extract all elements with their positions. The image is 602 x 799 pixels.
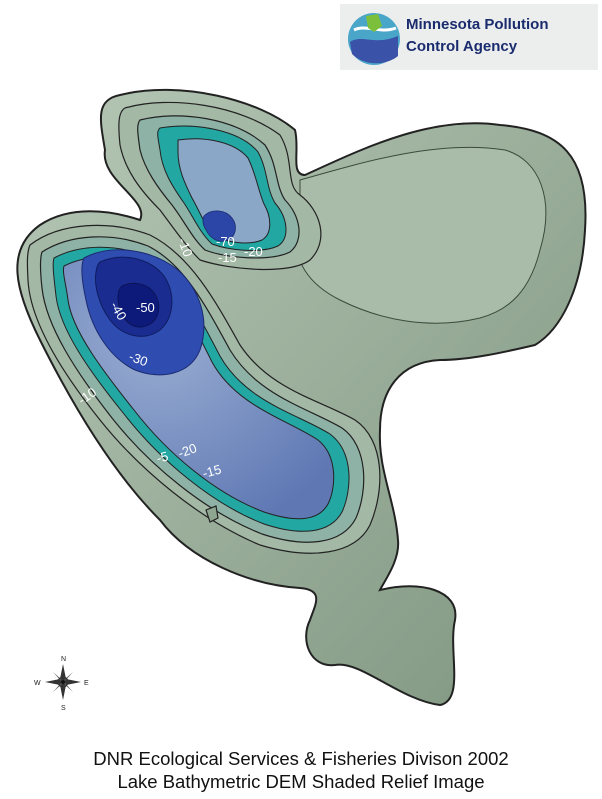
depth-label: -30 xyxy=(127,349,150,370)
depth-label: -70 xyxy=(216,234,235,249)
depth-label: -15 xyxy=(218,250,237,265)
depth-label: -15 xyxy=(201,462,223,481)
compass-n: N xyxy=(61,656,66,663)
north-deep-pocket xyxy=(202,210,236,242)
caption-line-1: DNR Ecological Services & Fisheries Divi… xyxy=(93,748,509,769)
agency-name: Minnesota Pollution Control Agency xyxy=(406,14,549,58)
depth-label: -5 xyxy=(155,448,170,465)
south-deepest xyxy=(117,282,160,328)
island xyxy=(205,505,219,523)
agency-name-line2: Control Agency xyxy=(406,38,518,55)
compass-w: W xyxy=(34,680,41,687)
depth-label: -20 xyxy=(244,244,263,259)
compass-rose-icon: N S E W xyxy=(34,656,89,712)
caption-line-2: Lake Bathymetric DEM Shaded Relief Image xyxy=(117,771,485,792)
depth-label: -50 xyxy=(136,300,155,315)
compass-s: S xyxy=(61,705,66,712)
agency-logo-icon xyxy=(348,13,400,65)
depth-label: -20 xyxy=(176,440,199,461)
agency-logo: Minnesota Pollution Control Agency xyxy=(340,4,598,70)
compass-e: E xyxy=(84,680,89,687)
agency-name-line1: Minnesota Pollution xyxy=(406,16,549,33)
north-contour-15 xyxy=(177,138,271,244)
depth-label: -10 xyxy=(175,236,196,259)
east-basin xyxy=(296,146,547,324)
